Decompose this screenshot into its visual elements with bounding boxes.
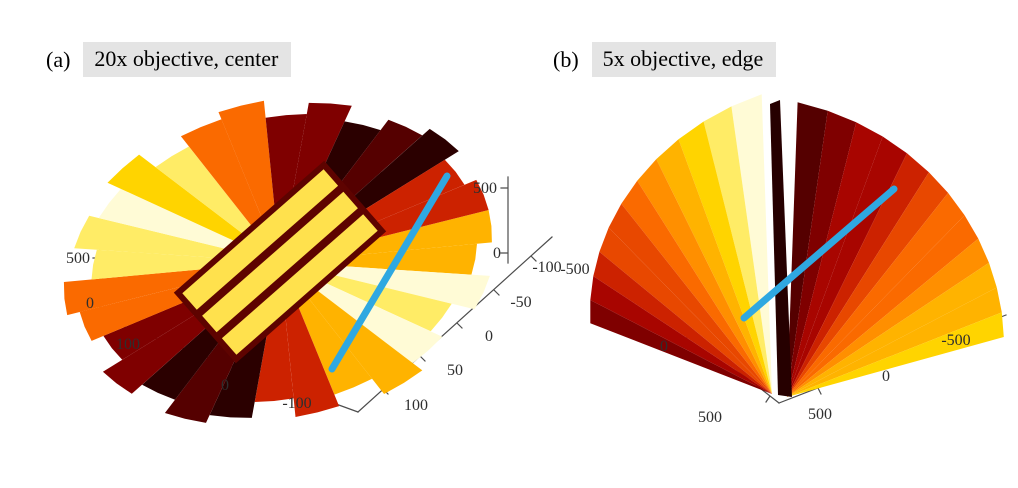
panel-a-z-tick-label: 500 [66,250,90,267]
panel-a-y-tick-label: 100 [404,397,428,414]
panel-a-y-tick-label: -100 [532,259,561,276]
surface-facet [593,251,772,394]
surface-facet [221,214,378,355]
panel-a-x-tick-label: 0 [221,377,229,394]
surface-facet [787,122,883,397]
surface-facet [787,312,1004,397]
surface-facet [590,276,772,394]
panel-b-title: 5x objective, edge [591,42,777,77]
surface-facet [621,180,772,394]
surface-facet [265,114,307,262]
panel-a-letter: (a) [46,46,71,72]
surface-facet [637,159,772,394]
panel-b-caption: (b) 5x objective, edge [553,42,777,77]
surface-facet [590,300,772,394]
panel-a-surface [63,100,492,423]
panel-b: 500 0 -500 0 500 500 0 -500 [473,94,1007,426]
surface-facet [770,100,792,397]
panel-a-y-tick-label: 0 [485,328,493,345]
panel-b-x-tick-label: 0 [660,338,668,355]
surface-facet [787,262,997,397]
surface-facet [608,203,772,394]
panel-a-title: 20x objective, center [83,42,292,77]
surface-facet [787,238,989,397]
panel-b-letter: (b) [553,46,579,72]
panel-b-y-tick-label: 0 [882,368,890,385]
panel-b-profile-line [740,185,898,322]
surface-facet [703,106,772,395]
surface-facet [656,139,772,394]
panel-a-caption: (a) 20x objective, center [46,42,292,77]
surface-facet [280,243,477,275]
panel-b-z-tick-label: 0 [493,245,501,262]
surface-facet [731,94,772,394]
surface-facet [787,287,1002,397]
panel-a-y-tick-label: -50 [510,294,531,311]
panel-b-x-tick-label: 500 [698,409,722,426]
panel-a-profile-line [328,172,451,373]
surface-facet [787,172,949,397]
surface-facet [280,262,423,394]
panel-b-surface [590,94,1004,397]
panel-a-y-tick-label: 50 [447,362,463,379]
panel-a-z-tick-label: 0 [86,295,94,312]
surface-facet [787,215,979,397]
surface-facet [787,192,965,397]
panel-b-x-tick-label: -500 [560,261,589,278]
panel-b-z-tick-label: 500 [473,180,497,197]
panel-b-y-tick-label: -500 [941,332,970,349]
panel-a-x-tick-label: -100 [282,395,311,412]
surface-facet [202,191,358,333]
surface-facet [91,249,280,280]
panel-b-y-tick-label: 500 [808,406,832,423]
surface-facet [787,102,828,397]
surface-facet [254,262,294,402]
surface-facet [107,154,280,262]
surface-facet [787,153,929,397]
surface-facet [599,227,772,394]
surface-facet [678,121,772,394]
panel-b-z-axis [500,176,509,264]
panel-a: 500 0 100 0 -100 100 50 0 -50 -100 [63,100,562,423]
panel-a-x-tick-label: 100 [116,336,140,353]
surface-facet [182,169,339,310]
